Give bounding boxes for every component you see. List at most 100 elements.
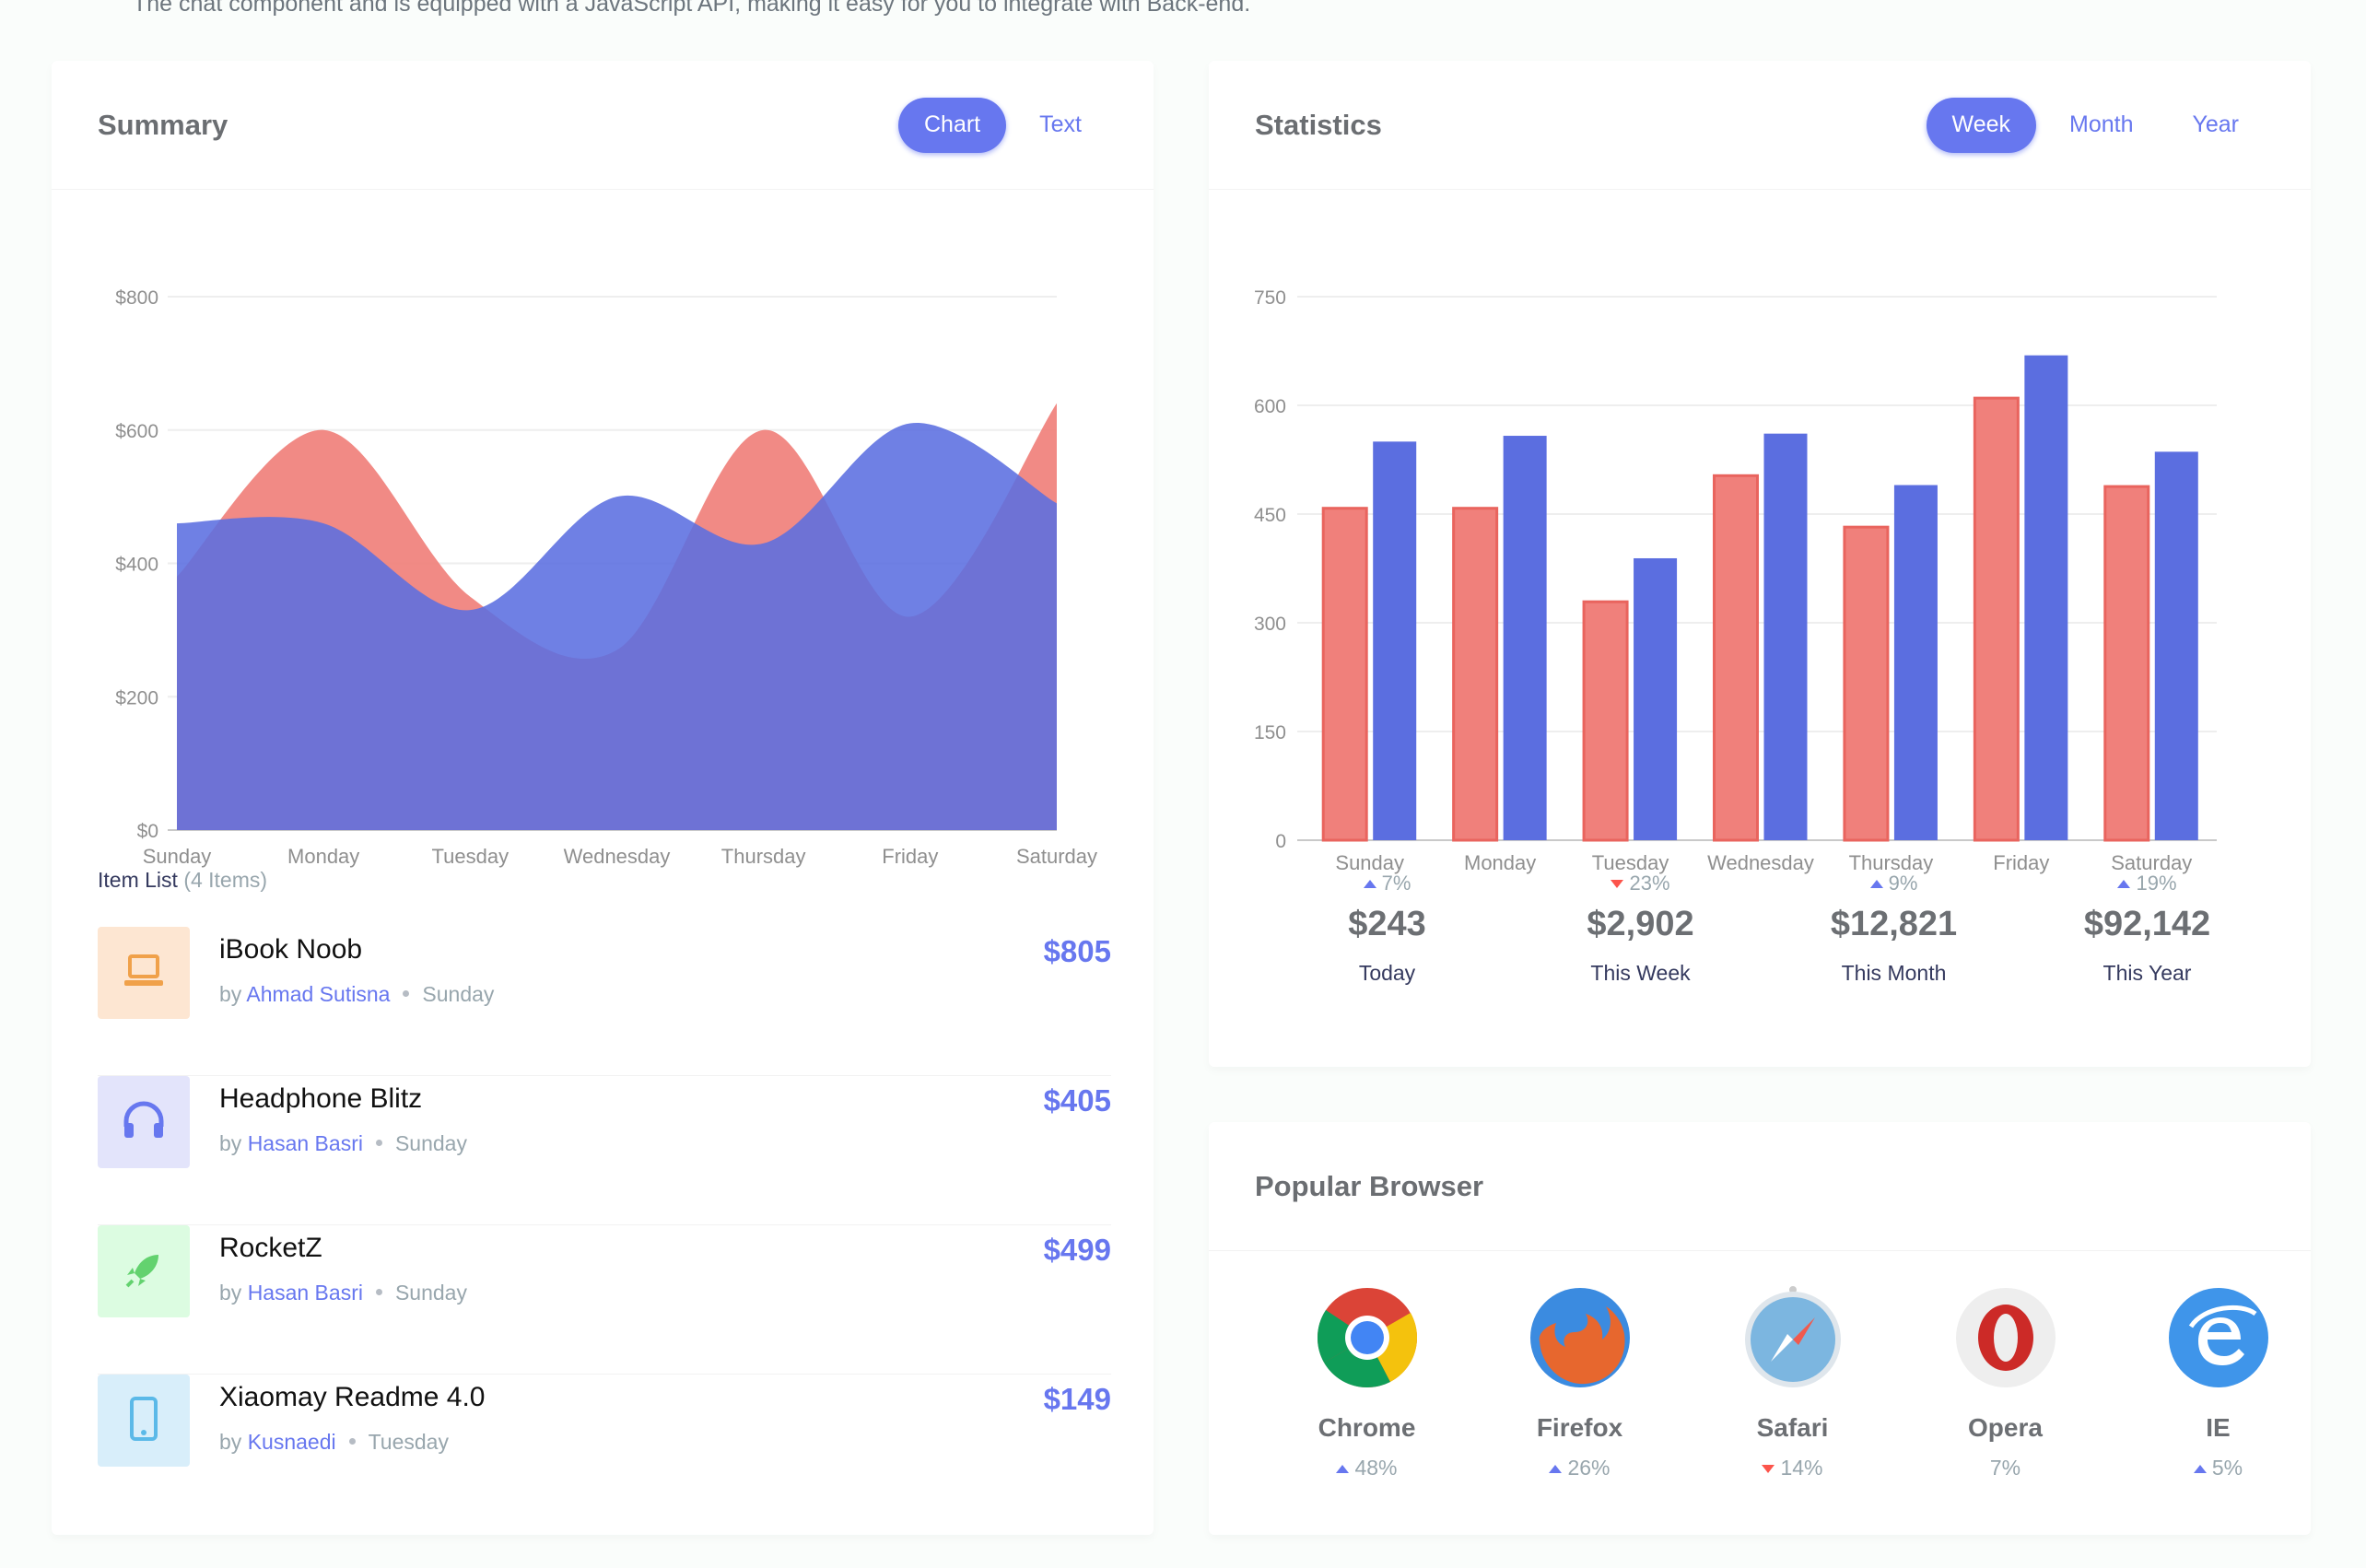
summary-card: Summary Chart Text $0 $200 $400 $600 $800 Sun… — [52, 61, 1154, 1535]
caret-down-icon — [1611, 880, 1624, 888]
browser-list: Chrome 48% Firefox 26% Safari 14% Opera 7% IE 5% — [1260, 1286, 2329, 1480]
caret-up-icon — [1363, 880, 1376, 888]
stat-change-value: 23% — [1629, 872, 1670, 895]
item-price: $805 — [1043, 934, 1111, 968]
stats-bar-wednesday-s0 — [1713, 474, 1759, 842]
item-name[interactable]: Headphone Blitz — [219, 1083, 423, 1114]
statistics-card: Statistics Week Month Year 0 150 300 450 600… — [1209, 61, 2311, 1067]
item-author-link[interactable]: Kusnaedi — [247, 1430, 336, 1454]
stat-value: $92,142 — [2083, 905, 2211, 943]
item-author-link[interactable]: Hasan Basri — [247, 1281, 363, 1305]
item-meta: by Kusnaedi Tuesday — [219, 1430, 449, 1455]
browser-ie: IE 5% — [2112, 1286, 2325, 1480]
item-name[interactable]: Xiaomay Readme 4.0 — [219, 1382, 486, 1412]
statistics-header: Statistics Week Month Year — [1209, 61, 2311, 190]
stat-this-year: 19% $92,142 This Year — [2020, 872, 2274, 986]
statistics-bar-chart: 0 150 300 450 600 750 Sunday Monday Tuesday Wedne… — [1254, 287, 2217, 874]
stats-bar-saturday-s0 — [2103, 485, 2150, 842]
browser-share: 26% — [1473, 1456, 1686, 1480]
browser-share: 48% — [1260, 1456, 1473, 1480]
item-meta: by Hasan Basri Sunday — [219, 1281, 467, 1305]
item-author-link[interactable]: Hasan Basri — [247, 1131, 363, 1155]
stat-label: Today — [1358, 961, 1416, 985]
browser-share-value: 26% — [1567, 1456, 1611, 1480]
stats-x-tick: Saturday — [2111, 851, 2192, 874]
item-thumbnail — [98, 927, 190, 1019]
tab-text[interactable]: Text — [1039, 111, 1082, 137]
stats-bar-thursday-s0 — [1843, 525, 1890, 842]
browser-opera: Opera 7% — [1899, 1286, 2112, 1480]
stat-change: 9% — [1767, 872, 2020, 901]
stat-label: This Year — [2102, 961, 2192, 985]
stat-change: 23% — [1514, 872, 1767, 901]
popular-browser-card: Popular Browser Chrome 48% Firefox 26% Safar… — [1209, 1122, 2311, 1535]
stat-summary-row: 7% $243 Today 23% $2,902 This Week 9% $12,821 Th… — [1260, 872, 2274, 986]
tab-month[interactable]: Month — [2069, 111, 2134, 137]
item-name[interactable]: RocketZ — [219, 1233, 322, 1263]
browser-name: Firefox — [1536, 1413, 1623, 1442]
meta-dot — [375, 1289, 382, 1296]
stats-y-tick: 300 — [1254, 614, 1286, 635]
mobile-icon — [128, 1396, 159, 1445]
item-meta: by Ahmad Sutisna Sunday — [219, 982, 494, 1007]
stat-today: 7% $243 Today — [1260, 872, 1514, 986]
statistics-title: Statistics — [1255, 108, 1382, 141]
stat-value: $243 — [1348, 905, 1426, 943]
stats-bar-tuesday-s0 — [1582, 600, 1629, 842]
summary-x-tick: Thursday — [721, 845, 806, 868]
stats-bar-thursday-s1 — [1893, 485, 1938, 840]
list-item[interactable]: RocketZ by Hasan Basri Sunday $499 — [98, 1225, 1111, 1375]
browser-share-value: 5% — [2211, 1456, 2243, 1480]
stats-x-tick: Thursday — [1849, 851, 1934, 874]
stats-bar-friday-s1 — [2024, 355, 2068, 841]
stat-label: This Week — [1590, 961, 1691, 985]
tab-week[interactable]: Week — [1926, 97, 2036, 153]
laptop-icon — [122, 951, 166, 996]
browser-header: Popular Browser — [1209, 1122, 2311, 1251]
list-item[interactable]: Xiaomay Readme 4.0 by Kusnaedi Tuesday $149 — [98, 1375, 1111, 1524]
stats-x-tick: Friday — [1993, 851, 2049, 874]
summary-y-tick: $600 — [115, 421, 158, 442]
stat-label: This Month — [1841, 961, 1947, 985]
item-thumbnail — [98, 1076, 190, 1168]
stats-bar-tuesday-s1 — [1634, 557, 1678, 840]
browser-share: 14% — [1686, 1456, 1899, 1480]
browser-share: 5% — [2112, 1456, 2325, 1480]
summary-x-tick: Friday — [882, 845, 938, 868]
caret-up-icon — [2193, 1465, 2207, 1473]
list-item[interactable]: Headphone Blitz by Hasan Basri Sunday $405 — [98, 1076, 1111, 1225]
stats-bar-saturday-s1 — [2154, 451, 2198, 840]
statistics-tabs: Week Month Year — [1919, 97, 2265, 153]
stat-value: $2,902 — [1587, 905, 1694, 943]
tab-year[interactable]: Year — [2192, 111, 2239, 137]
browser-firefox: Firefox 26% — [1473, 1286, 1686, 1480]
stats-x-tick: Monday — [1464, 851, 1536, 874]
item-list-count: (4 Items) — [183, 868, 268, 892]
item-by: by — [219, 982, 242, 1006]
item-day: Sunday — [394, 1281, 467, 1305]
list-item[interactable]: iBook Noob by Ahmad Sutisna Sunday $805 — [98, 927, 1111, 1076]
summary-y-tick: $0 — [137, 821, 158, 842]
item-author-link[interactable]: Ahmad Sutisna — [246, 982, 391, 1006]
stat-change-value: 9% — [1888, 872, 1918, 895]
summary-area-series-1 — [177, 423, 1057, 830]
browser-title: Popular Browser — [1255, 1169, 1484, 1202]
browser-share-value: 48% — [1354, 1456, 1398, 1480]
meta-dot — [348, 1438, 356, 1445]
chrome-icon — [1316, 1286, 1419, 1389]
item-day: Sunday — [422, 982, 495, 1006]
stats-x-tick: Wednesday — [1707, 851, 1814, 874]
item-thumbnail — [98, 1225, 190, 1317]
stats-x-tick: Tuesday — [1592, 851, 1669, 874]
intro-text: The chat component and is equipped with … — [133, 0, 1251, 17]
item-name[interactable]: iBook Noob — [219, 934, 363, 965]
browser-name: Chrome — [1318, 1413, 1416, 1442]
summary-y-tick: $200 — [115, 687, 158, 708]
item-price: $499 — [1043, 1233, 1111, 1267]
tab-chart[interactable]: Chart — [898, 97, 1007, 153]
caret-down-icon — [1762, 1465, 1775, 1473]
item-by: by — [219, 1430, 242, 1454]
rocket-icon — [122, 1247, 166, 1296]
browser-name: IE — [2206, 1413, 2231, 1442]
stat-this-week: 23% $2,902 This Week — [1514, 872, 1767, 986]
